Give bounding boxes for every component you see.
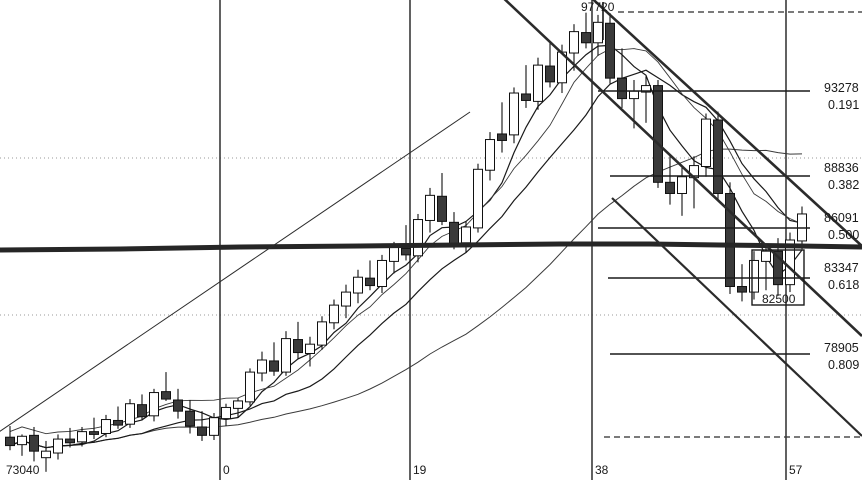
- candle[interactable]: [245, 368, 255, 406]
- candle[interactable]: [545, 40, 555, 88]
- candle[interactable]: [77, 426, 87, 447]
- candle[interactable]: [413, 213, 423, 263]
- fib-label-0.191: 0.191: [828, 98, 860, 112]
- candle[interactable]: [197, 411, 207, 441]
- price-label-83347: 83347: [824, 261, 859, 275]
- ma-long-flat-line: [0, 241, 862, 253]
- trendline-rising-support[interactable]: [0, 111, 471, 438]
- candle[interactable]: [233, 398, 243, 418]
- candle[interactable]: [305, 336, 315, 367]
- candle[interactable]: [425, 187, 435, 233]
- candle[interactable]: [5, 426, 15, 451]
- candle[interactable]: [185, 400, 195, 434]
- candle[interactable]: [641, 76, 651, 123]
- candlestick-series[interactable]: [5, 12, 807, 472]
- candle[interactable]: [65, 427, 75, 448]
- candle[interactable]: [497, 102, 507, 153]
- candle[interactable]: [533, 57, 543, 110]
- candle[interactable]: [785, 232, 795, 293]
- candle[interactable]: [293, 321, 303, 360]
- candle[interactable]: [137, 394, 147, 421]
- candle[interactable]: [521, 65, 531, 108]
- candle[interactable]: [269, 342, 279, 376]
- candle[interactable]: [161, 372, 171, 401]
- candle[interactable]: [209, 413, 219, 440]
- candle[interactable]: [677, 167, 687, 216]
- candle[interactable]: [101, 414, 111, 438]
- candle[interactable]: [377, 254, 387, 294]
- candle[interactable]: [761, 245, 771, 291]
- candle[interactable]: [593, 14, 603, 56]
- candle[interactable]: [617, 48, 627, 108]
- price-label-78905: 78905: [824, 341, 859, 355]
- candle[interactable]: [581, 12, 591, 49]
- candle[interactable]: [113, 406, 123, 429]
- trendline-lower-descending[interactable]: [585, 0, 862, 247]
- dashed-price-levels: [604, 11, 862, 438]
- candle[interactable]: [725, 182, 735, 294]
- candle[interactable]: [257, 351, 267, 382]
- axis-low-label: 73040: [6, 463, 40, 477]
- candle[interactable]: [317, 316, 327, 350]
- candle[interactable]: [173, 388, 183, 419]
- candle[interactable]: [665, 154, 675, 205]
- candle[interactable]: [509, 87, 519, 144]
- candle[interactable]: [461, 221, 471, 254]
- candle[interactable]: [53, 434, 63, 460]
- candle[interactable]: [473, 163, 483, 233]
- candle[interactable]: [653, 80, 663, 188]
- high-price-label: 97720: [581, 0, 615, 14]
- candle[interactable]: [749, 251, 759, 300]
- price-label-88836: 88836: [824, 161, 859, 175]
- x-tick-38: 38: [595, 463, 609, 477]
- candle[interactable]: [701, 113, 711, 177]
- trendlines[interactable]: [0, 0, 862, 438]
- candle[interactable]: [329, 299, 339, 330]
- candle[interactable]: [125, 399, 135, 428]
- candle[interactable]: [221, 403, 231, 427]
- ma-medium-line: [9, 69, 803, 449]
- candle[interactable]: [737, 264, 747, 302]
- candle[interactable]: [29, 426, 39, 462]
- fibonacci-levels[interactable]: [598, 90, 810, 355]
- candle[interactable]: [281, 331, 291, 376]
- candle[interactable]: [89, 417, 99, 440]
- candle[interactable]: [365, 260, 375, 291]
- candle[interactable]: [41, 440, 51, 472]
- fib-label-0.500: 0.500: [828, 228, 860, 242]
- candle[interactable]: [17, 434, 27, 456]
- x-tick-57: 57: [789, 463, 803, 477]
- fib-label-0.809: 0.809: [828, 358, 860, 372]
- candle[interactable]: [713, 111, 723, 201]
- price-label-86091: 86091: [824, 211, 859, 225]
- candle[interactable]: [341, 284, 351, 319]
- price-label-93278: 93278: [824, 81, 859, 95]
- x-tick-0: 0: [223, 463, 230, 477]
- trendline-channel-descending[interactable]: [611, 197, 862, 437]
- candle[interactable]: [485, 132, 495, 181]
- vertical-gridlines: [219, 0, 787, 480]
- selection-box[interactable]: [751, 249, 805, 306]
- trendline-upper-descending[interactable]: [497, 0, 862, 337]
- candle[interactable]: [401, 225, 411, 261]
- box-price-label: 82500: [762, 292, 796, 306]
- fib-label-0.382: 0.382: [828, 178, 860, 192]
- candle[interactable]: [353, 269, 363, 304]
- candle[interactable]: [149, 388, 159, 422]
- x-tick-19: 19: [413, 463, 427, 477]
- candle[interactable]: [437, 173, 447, 226]
- fib-label-0.618: 0.618: [828, 278, 860, 292]
- candle[interactable]: [605, 13, 615, 84]
